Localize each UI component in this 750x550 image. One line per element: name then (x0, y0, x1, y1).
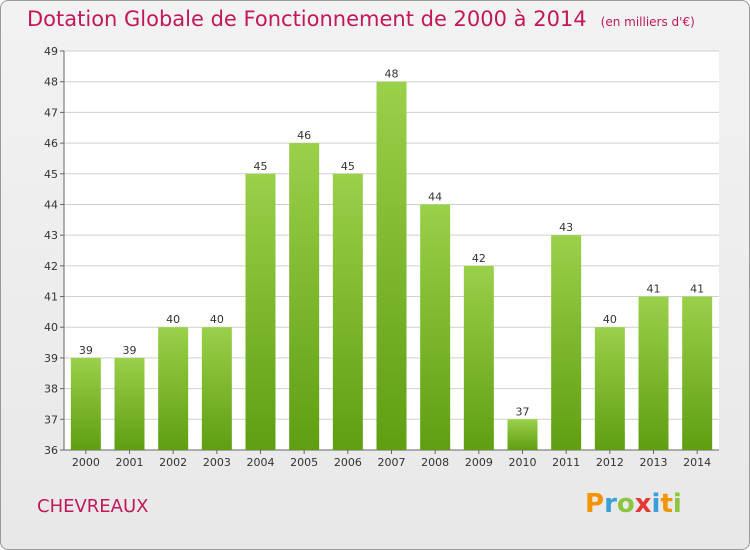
y-tick-label: 41 (44, 291, 58, 304)
y-tick-label: 42 (44, 260, 58, 273)
bar-value-label: 39 (123, 344, 137, 357)
y-tick-label: 49 (44, 45, 58, 58)
x-tick-label: 2007 (378, 456, 406, 469)
x-tick-label: 2004 (247, 456, 275, 469)
x-tick-label: 2003 (203, 456, 231, 469)
bar-value-label: 42 (472, 252, 486, 265)
y-tick-label: 45 (44, 168, 58, 181)
bar-value-label: 41 (647, 283, 661, 296)
y-tick-label: 44 (44, 198, 58, 211)
x-tick-label: 2014 (683, 456, 711, 469)
x-tick-label: 2000 (72, 456, 100, 469)
y-tick-label: 48 (44, 76, 58, 89)
y-tick-label: 39 (44, 352, 58, 365)
bar (420, 204, 451, 450)
proxiti-logo: Proxiti (585, 489, 682, 519)
bar (201, 327, 232, 450)
town-name: CHEVREAUX (37, 496, 149, 517)
bar (507, 419, 538, 450)
y-tick-label: 37 (44, 413, 58, 426)
x-tick-label: 2005 (290, 456, 318, 469)
bar-value-label: 45 (341, 160, 355, 173)
logo-letter-x: x (634, 489, 652, 519)
bar-value-label: 37 (516, 405, 530, 418)
bar (289, 143, 320, 451)
y-tick-label: 36 (44, 444, 58, 457)
logo-letter-t: t (660, 489, 673, 519)
chart-subtitle: (en milliers d'€) (600, 15, 695, 29)
y-tick-label: 40 (44, 321, 58, 334)
bar-value-label: 44 (428, 190, 442, 203)
x-tick-label: 2012 (596, 456, 624, 469)
bar-value-label: 43 (559, 221, 573, 234)
bar-value-label: 46 (297, 129, 311, 142)
bar (376, 81, 407, 450)
x-tick-label: 2008 (421, 456, 449, 469)
bar (114, 357, 145, 450)
y-tick-label: 47 (44, 106, 58, 119)
logo-letter-p: P (585, 489, 605, 519)
x-tick-label: 2006 (334, 456, 362, 469)
logo-letter-r: r (604, 489, 617, 519)
bar-value-label: 39 (79, 344, 93, 357)
bar-value-label: 45 (254, 160, 268, 173)
chart-title: Dotation Globale de Fonctionnement de 20… (27, 7, 587, 31)
x-tick-label: 2009 (465, 456, 493, 469)
bar-value-label: 40 (210, 313, 224, 326)
bar-value-label: 40 (166, 313, 180, 326)
bar (245, 173, 276, 450)
logo-letter-i2: i (672, 489, 682, 519)
bar-value-label: 41 (690, 283, 704, 296)
bar (638, 296, 669, 450)
bar-value-label: 40 (603, 313, 617, 326)
bar (158, 327, 189, 450)
bar (594, 327, 625, 450)
y-tick-label: 38 (44, 383, 58, 396)
bar (551, 235, 582, 450)
x-tick-label: 2010 (509, 456, 537, 469)
x-tick-label: 2011 (552, 456, 580, 469)
logo-letter-i1: i (651, 489, 661, 519)
logo-letter-o: o (616, 489, 635, 519)
bar (332, 173, 363, 450)
chart-title-block: Dotation Globale de Fonctionnement de 20… (27, 7, 695, 31)
bar (463, 265, 494, 450)
bar (70, 357, 101, 450)
y-tick-label: 46 (44, 137, 58, 150)
y-tick-label: 43 (44, 229, 58, 242)
bar (682, 296, 713, 450)
x-tick-label: 2013 (640, 456, 668, 469)
x-tick-label: 2001 (116, 456, 144, 469)
bar-value-label: 48 (385, 68, 399, 81)
x-tick-label: 2002 (159, 456, 187, 469)
